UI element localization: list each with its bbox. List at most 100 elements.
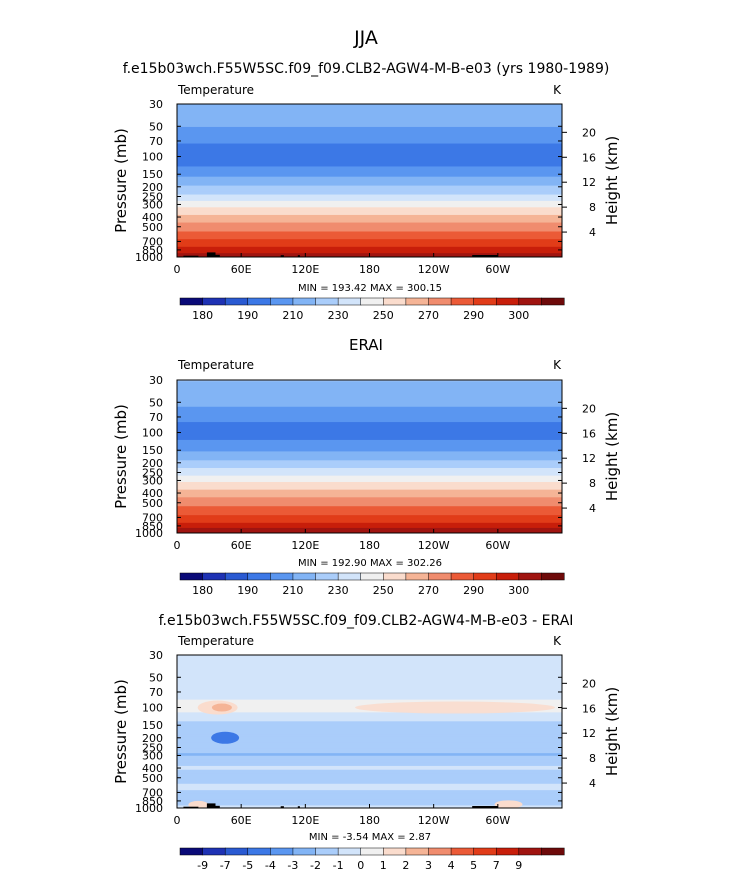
y-tick-label: 200 xyxy=(142,181,163,194)
contour-band xyxy=(177,525,562,528)
contour-band xyxy=(177,228,562,231)
colorbar-swatch xyxy=(270,297,294,306)
y2-tick-label: 20 xyxy=(582,402,596,415)
colorbar-swatch xyxy=(383,847,407,856)
contour-band xyxy=(177,508,562,511)
contour-band xyxy=(177,506,562,509)
contour-band xyxy=(177,773,562,776)
colorbar-label: 300 xyxy=(508,584,529,597)
contour-band xyxy=(177,675,562,678)
contour-band xyxy=(177,754,562,757)
contour-band xyxy=(177,248,562,250)
contour-band xyxy=(177,116,562,119)
colorbar-label: 5 xyxy=(470,859,477,872)
contour-band xyxy=(177,464,562,467)
colorbar-swatch xyxy=(541,572,565,581)
x-tick-label: 120W xyxy=(418,539,450,552)
colorbar-label: 250 xyxy=(373,309,394,322)
y-tick-label: 300 xyxy=(142,198,163,211)
contour-band xyxy=(177,244,562,247)
contour-band xyxy=(177,190,562,193)
colorbar-swatch xyxy=(428,297,452,306)
colorbar-label: 210 xyxy=(282,584,303,597)
contour-band xyxy=(177,502,562,505)
x-tick-label: 120W xyxy=(418,814,450,827)
x-tick-label: 60E xyxy=(231,539,252,552)
y-tick-label: 250 xyxy=(142,467,163,480)
contour-band xyxy=(177,220,562,222)
colorbar-swatch xyxy=(202,847,226,856)
colorbar-label: 230 xyxy=(328,584,349,597)
y-tick-label: 150 xyxy=(142,444,163,457)
contour-band xyxy=(177,735,562,738)
contour-band xyxy=(177,109,562,111)
contour-band xyxy=(177,392,562,395)
colorbar-swatch xyxy=(473,847,497,856)
colorbar-swatch xyxy=(337,297,362,306)
contour-band xyxy=(177,734,562,736)
colorbar-label: 0 xyxy=(357,859,364,872)
contour-band xyxy=(177,480,562,483)
x-tick-label: 120E xyxy=(291,539,319,552)
contour-band xyxy=(177,216,562,219)
contour-band xyxy=(177,513,562,516)
colorbar-swatch xyxy=(292,297,317,306)
contour-band xyxy=(177,800,562,803)
contour-band xyxy=(177,434,562,437)
contour-band xyxy=(177,194,562,197)
contour-band xyxy=(177,118,562,120)
y-tick-label: 50 xyxy=(149,396,163,409)
contour-band xyxy=(177,107,562,110)
colorbar-swatch xyxy=(518,297,542,306)
contour-band xyxy=(177,452,562,455)
y-tick-label: 50 xyxy=(149,671,163,684)
contour-band xyxy=(177,160,562,162)
contour-band xyxy=(177,677,562,680)
topography xyxy=(297,806,300,808)
contour-band xyxy=(177,788,562,791)
contour-band xyxy=(177,672,562,675)
contour-band xyxy=(177,459,562,461)
contour-band xyxy=(177,663,562,666)
contour-band xyxy=(177,250,562,253)
colorbar-swatch xyxy=(292,847,317,856)
contour-band xyxy=(177,742,562,745)
x-tick-label: 60E xyxy=(231,814,252,827)
contour-band xyxy=(177,511,562,514)
surface-warm-anomaly xyxy=(494,800,523,808)
colorbar-swatch xyxy=(405,847,430,856)
colorbar-swatch xyxy=(428,572,452,581)
contour-band xyxy=(177,709,562,712)
contour-band xyxy=(177,170,562,173)
contour-band xyxy=(177,180,562,183)
colorbar-label: 270 xyxy=(418,584,439,597)
contour-band xyxy=(177,771,562,773)
topography xyxy=(215,805,220,808)
contour-band xyxy=(177,152,562,155)
contour-band xyxy=(177,183,562,185)
contour-band xyxy=(177,104,562,106)
contour-band xyxy=(177,526,562,529)
contour-band xyxy=(177,151,562,154)
x-tick-label: 60E xyxy=(231,263,252,276)
y-tick-label: 30 xyxy=(149,98,163,111)
contour-band xyxy=(177,732,562,735)
contour-band xyxy=(177,746,562,749)
contour-band xyxy=(177,249,562,252)
colorbar-swatch xyxy=(179,847,204,856)
contour-band xyxy=(177,404,562,407)
contour-band xyxy=(177,441,562,444)
surface-warm-anomaly-west xyxy=(188,800,209,808)
colorbar-label: 9 xyxy=(515,859,522,872)
contour-band xyxy=(177,657,562,660)
colorbar-swatch xyxy=(292,572,317,581)
colorbar-label: 180 xyxy=(192,584,213,597)
contour-band xyxy=(177,212,562,215)
contour-band xyxy=(177,736,562,739)
contour-band xyxy=(177,521,562,524)
contour-band xyxy=(177,431,562,433)
y-tick-label: 50 xyxy=(149,120,163,133)
contour-band xyxy=(177,665,562,668)
contour-band xyxy=(177,106,562,109)
contour-band xyxy=(177,162,562,165)
